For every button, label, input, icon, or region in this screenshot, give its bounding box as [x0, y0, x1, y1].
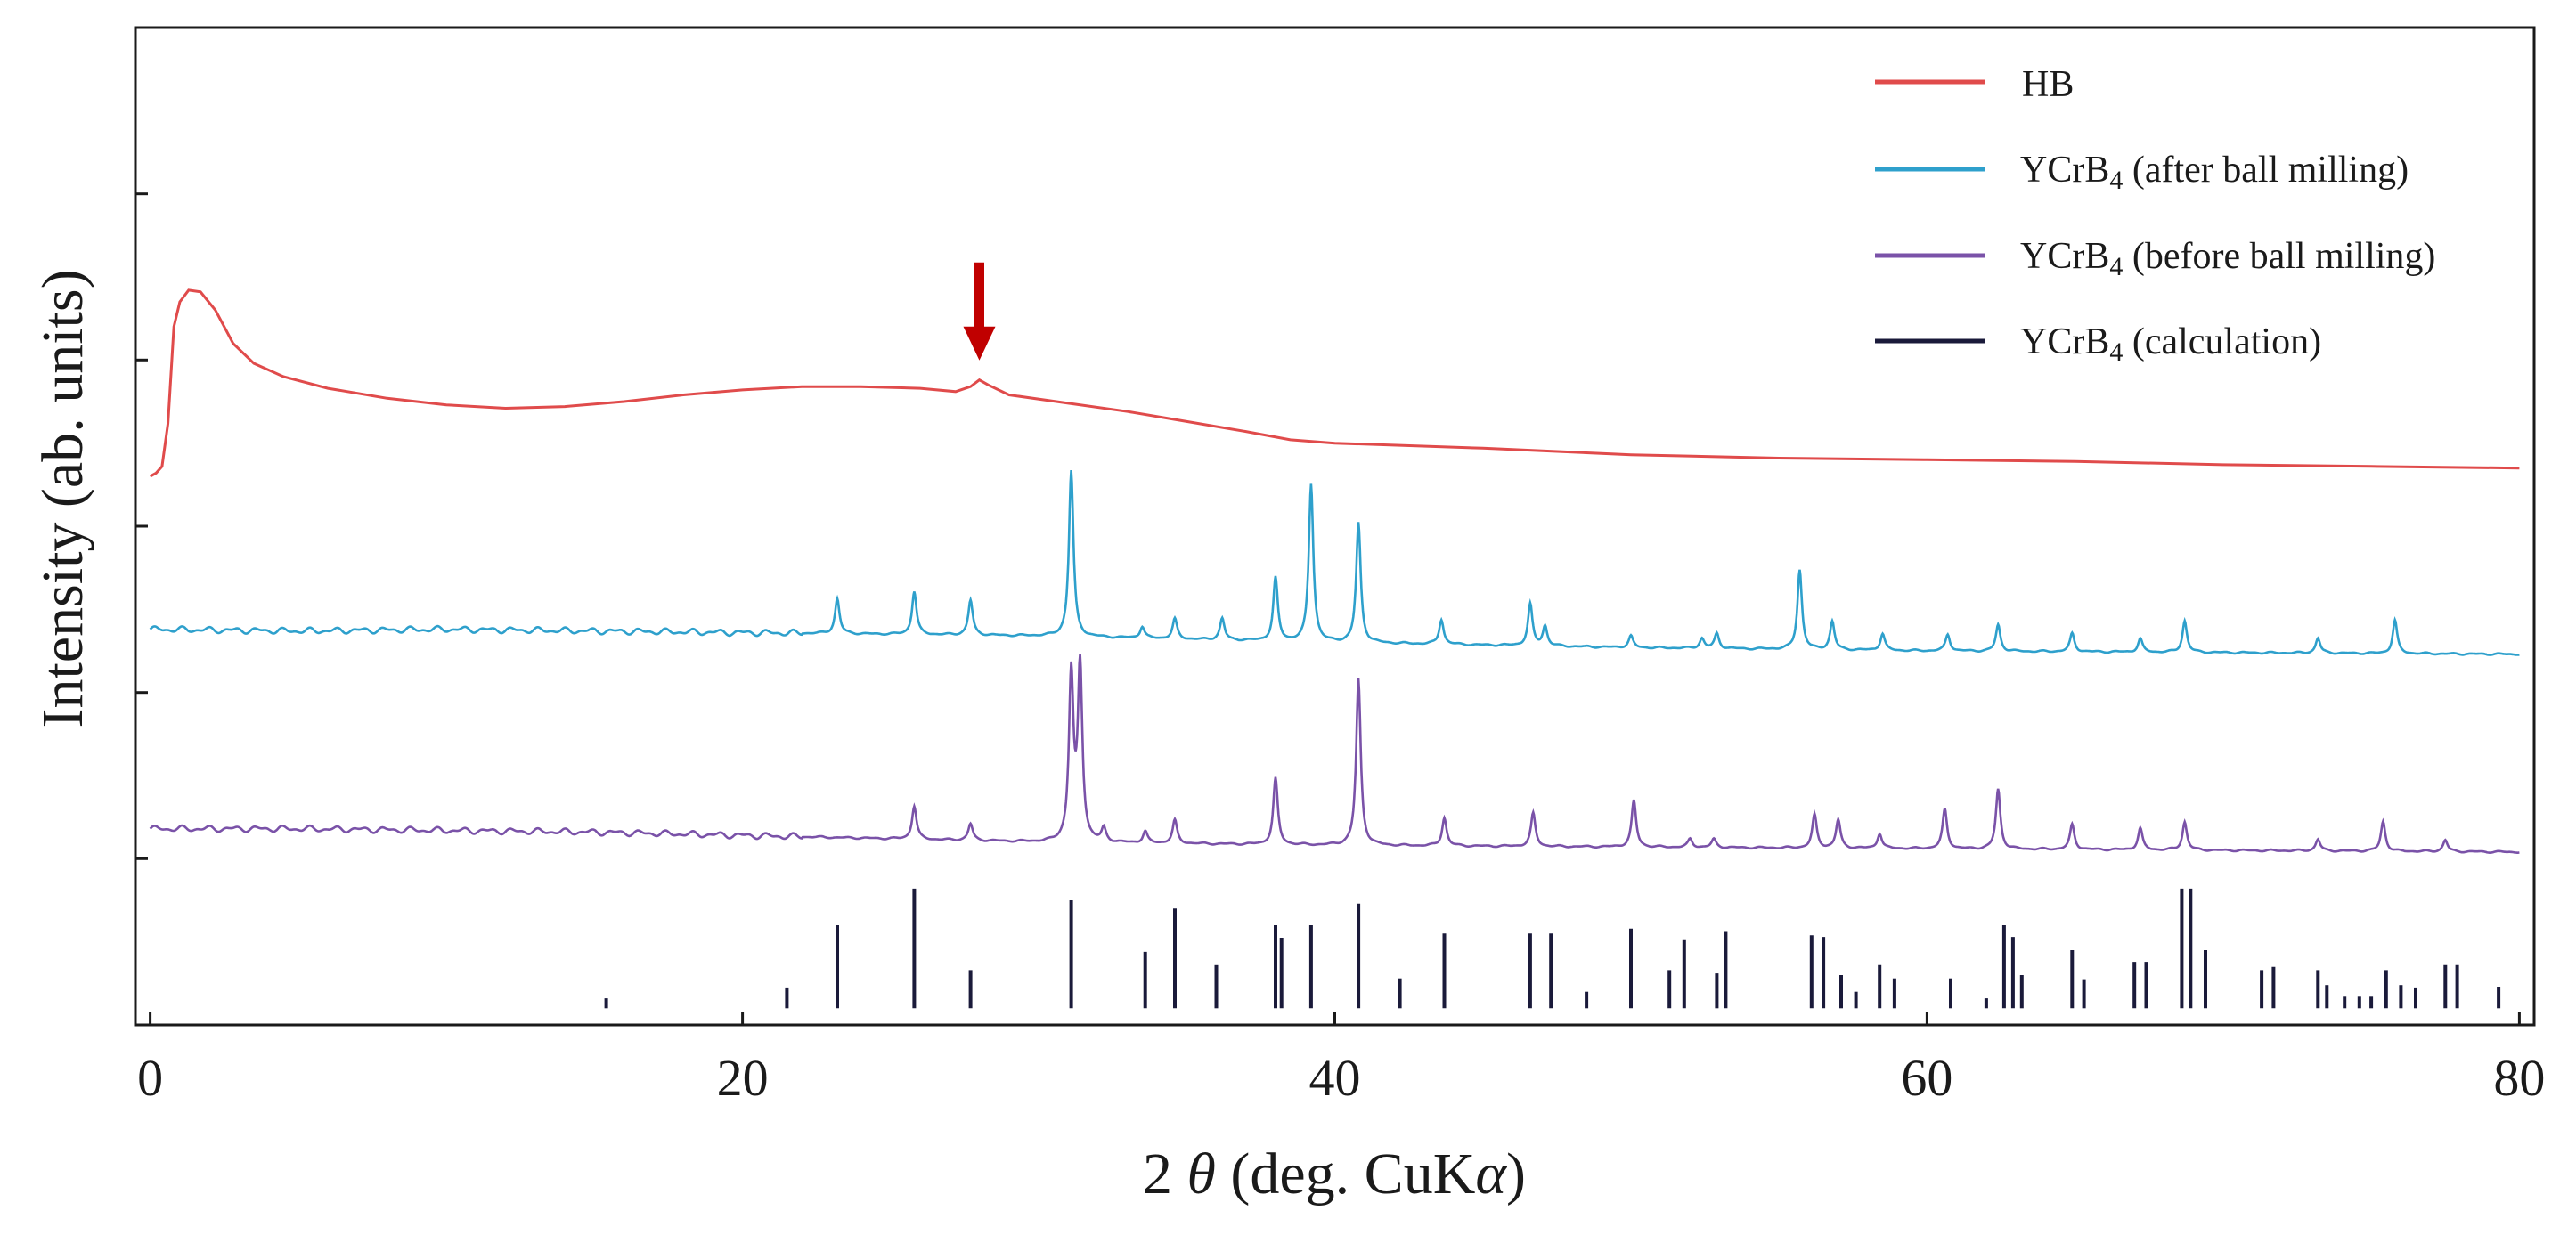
legend-label: YCrB4 (before ball milling) [2020, 236, 2435, 281]
legend-label: YCrB4 (after ball milling) [2020, 150, 2409, 195]
x-tick-label: 20 [717, 1049, 769, 1107]
arrow-head [963, 326, 996, 361]
x-title-part: (deg. CuK [1216, 1142, 1475, 1207]
x-title-part: 2 [1143, 1142, 1187, 1207]
axis-ticks [135, 26, 2521, 1025]
legend-label: HB [2022, 64, 2074, 105]
x-tick-label: 0 [137, 1049, 163, 1107]
series-layer [149, 288, 2520, 1009]
x-axis-title: 2 θ (deg. CuKα) [1143, 1142, 1526, 1207]
x-title-alpha: α [1475, 1142, 1507, 1207]
x-title-theta: θ [1186, 1142, 1215, 1207]
x-tick-labels: 0 20 40 60 80 [137, 1049, 2545, 1107]
legend: HB YCrB4 (after ball milling) YCrB4 (bef… [1875, 64, 2435, 367]
series-line-after [149, 470, 2520, 656]
legend-label: YCrB4 (calculation) [2020, 321, 2321, 367]
y-axis-title: Intensity (ab. units) [30, 269, 95, 727]
series-line-hb [149, 288, 2520, 478]
series-sticks-calc [604, 888, 2501, 1009]
peak-arrow [963, 262, 996, 361]
x-tick-label: 40 [1309, 1049, 1361, 1107]
x-title-part: ) [1506, 1142, 1526, 1207]
x-tick-label: 80 [2493, 1049, 2545, 1107]
series-line-before [149, 654, 2520, 854]
x-tick-label: 60 [1901, 1049, 1952, 1107]
